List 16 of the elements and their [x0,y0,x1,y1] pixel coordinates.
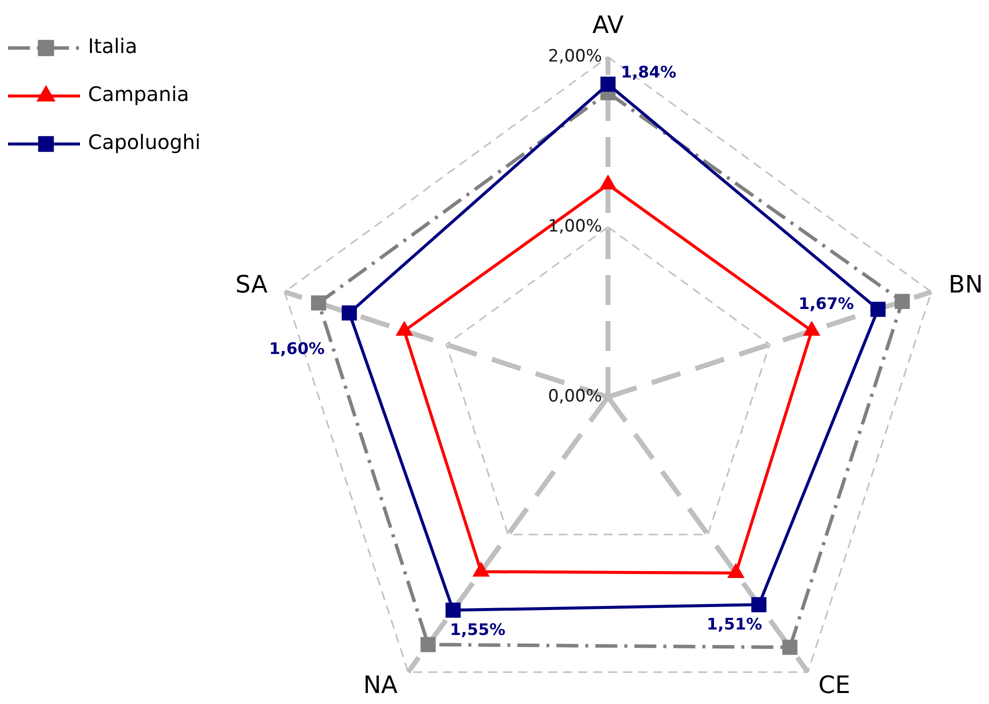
data-label: 1,51% [706,614,762,634]
legend-label: Italia [88,34,138,58]
spoke-label: CE [818,670,850,699]
data-label: 1,67% [798,294,854,313]
legend-label: Campania [88,82,190,106]
spoke-label: NA [363,670,398,699]
y-tick-label: 1,00% [548,216,602,236]
data-label: 1,84% [620,62,676,82]
spoke-label: BN [948,270,983,299]
data-label: 1,55% [450,620,506,639]
y-tick-label: 0,00% [548,386,602,406]
y-tick-label: 2,00% [548,46,602,66]
spoke-label: AV [592,11,624,40]
data-label: 1,60% [269,338,325,358]
legend-label: Capoluoghi [88,130,201,154]
spoke-label: SA [235,270,268,299]
